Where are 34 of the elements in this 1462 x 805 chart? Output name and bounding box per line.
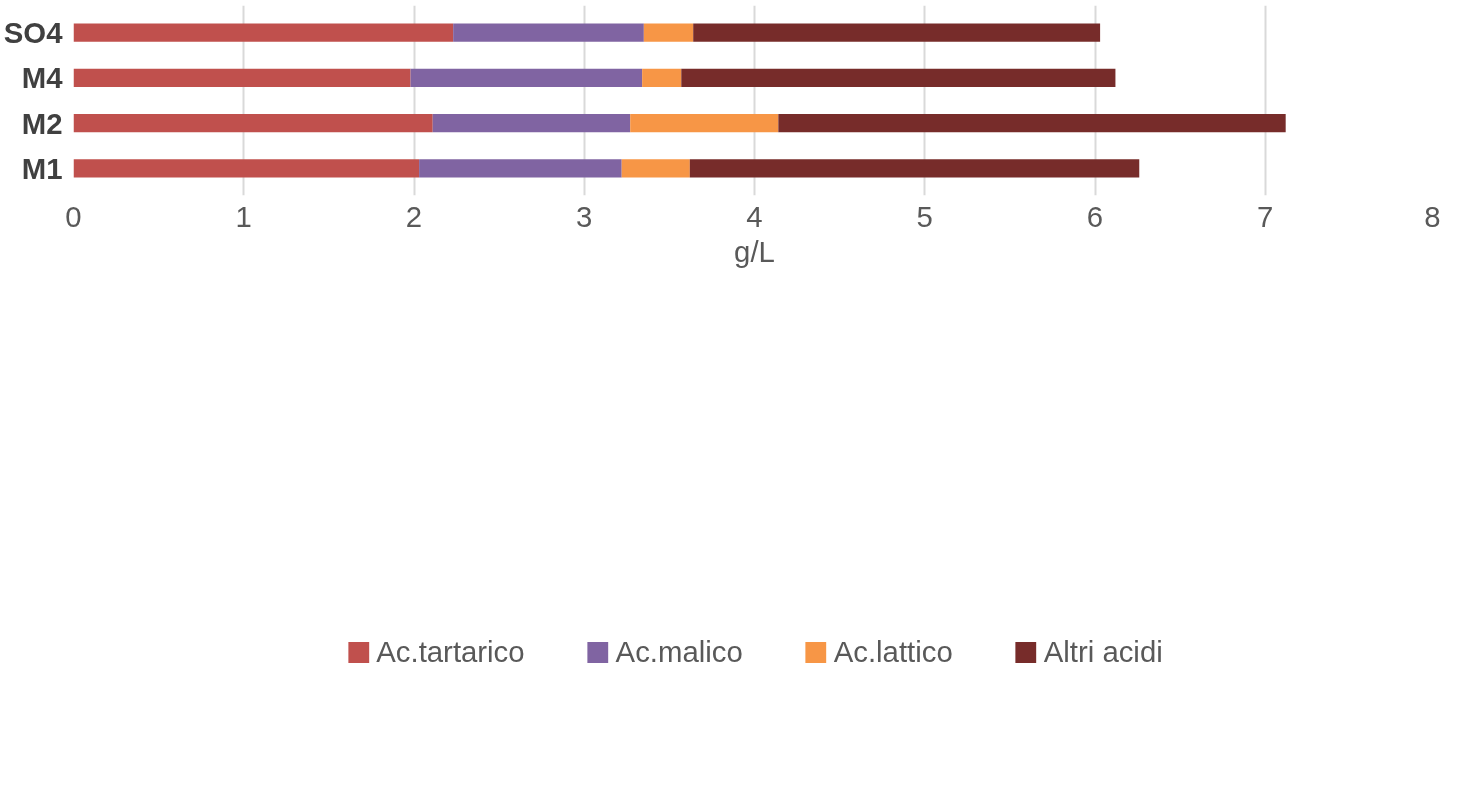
legend-label: Ac.tartarico [376, 634, 525, 669]
x-tick-label: 8 [1424, 199, 1441, 233]
y-tick-label: M2 [21, 106, 63, 140]
y-tick-label: M1 [21, 151, 63, 185]
x-tick-label: 6 [1086, 199, 1104, 233]
x-tick-label: 7 [1257, 199, 1274, 233]
bar [621, 159, 690, 178]
bar [419, 159, 622, 178]
x-tick-label: 4 [746, 199, 763, 233]
bar [630, 114, 779, 133]
bar [643, 23, 694, 42]
legend-label: Ac.lattico [833, 634, 953, 669]
legend-label: Ac.malico [615, 634, 743, 669]
bar [778, 114, 1286, 133]
bar [73, 68, 411, 87]
x-tick-label: 3 [576, 199, 593, 233]
x-tick-label: 0 [65, 199, 82, 233]
y-tick-label: SO4 [3, 16, 64, 50]
x-tick-label: 5 [916, 199, 933, 233]
x-tick-label: 1 [235, 199, 252, 233]
bar [73, 23, 454, 42]
bar [453, 23, 644, 42]
bar [73, 114, 433, 133]
x-tick-label: 2 [405, 199, 423, 233]
y-tick-label: M4 [21, 61, 64, 95]
bar [432, 114, 631, 133]
x-axis-title: g/L [734, 234, 775, 268]
bar [689, 159, 1140, 178]
bar [410, 68, 643, 87]
legend-label: Altri acidi [1043, 634, 1163, 669]
bar [642, 68, 682, 87]
bar [73, 159, 420, 178]
bar [681, 68, 1116, 87]
bar [693, 23, 1101, 42]
